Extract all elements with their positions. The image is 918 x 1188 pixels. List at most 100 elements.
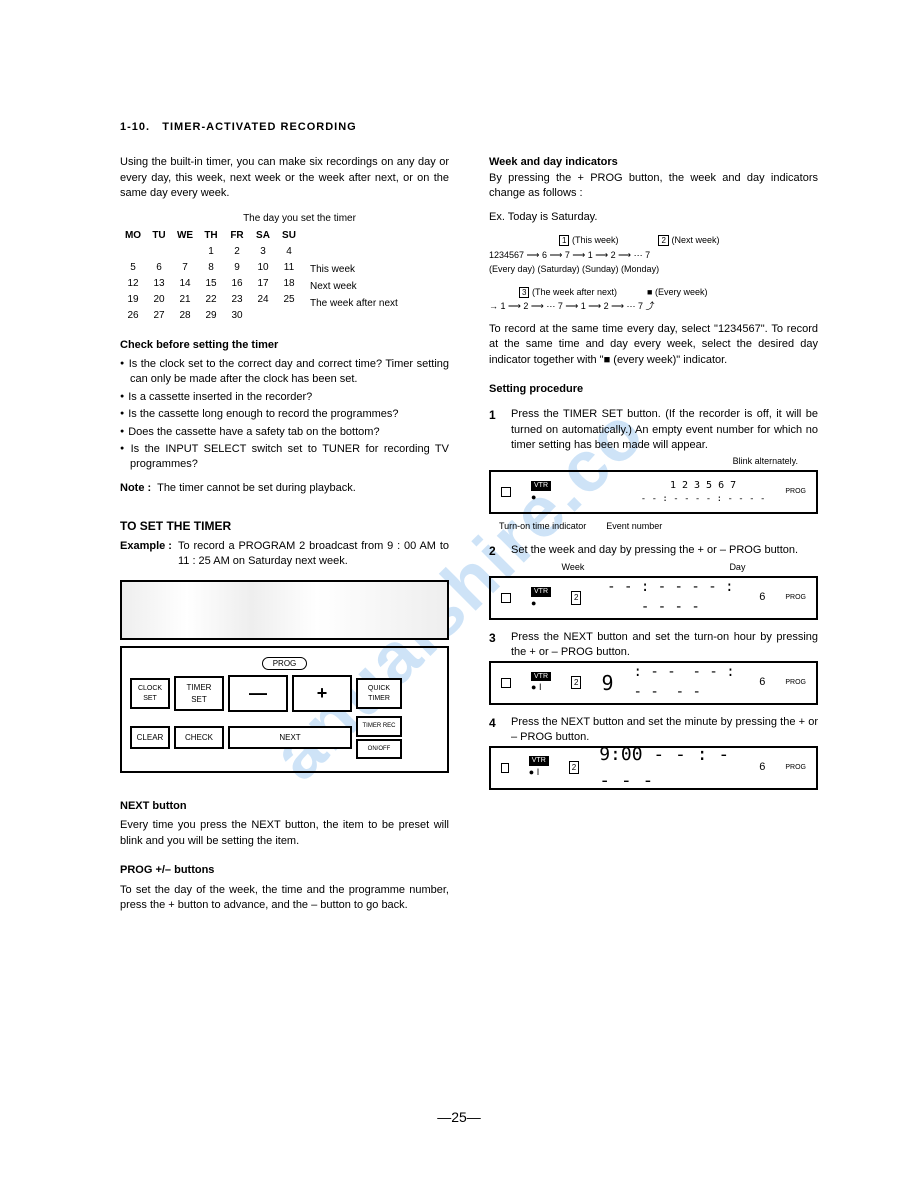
- cal-cell: 9: [224, 260, 250, 276]
- flow-diagram-2: 3 (The week after next) ■ (Every week) →…: [489, 285, 818, 314]
- hour-digit: 9: [601, 669, 613, 697]
- cal-day-header: MO: [120, 228, 146, 244]
- prog-button[interactable]: PROG: [262, 657, 308, 670]
- cal-cell: 25: [276, 292, 302, 308]
- cal-cell: 10: [250, 260, 276, 276]
- flow-label: (This week): [572, 235, 619, 245]
- vtr-badge: VTR: [531, 481, 551, 491]
- plus-button[interactable]: +: [292, 675, 352, 712]
- turnon-label: Turn-on time indicator: [499, 520, 586, 533]
- cal-cell: 2: [224, 244, 250, 260]
- cal-cell: 3: [250, 244, 276, 260]
- cal-day-header: FR: [224, 228, 250, 244]
- check-heading: Check before setting the timer: [120, 338, 449, 353]
- week-indicator: 2: [569, 761, 579, 774]
- flow-diagram-1: 1 (This week) 2 (Next week) 1234567 ⟶ 6 …: [489, 233, 818, 277]
- timer-set-button[interactable]: TIMER SET: [174, 676, 224, 710]
- cal-row-label: This week: [310, 262, 398, 279]
- cal-cell: [172, 244, 198, 260]
- cal-row-label: Next week: [310, 279, 398, 296]
- clock-set-button[interactable]: CLOCK SET: [130, 678, 170, 710]
- section-number: 1-10.: [120, 121, 150, 133]
- square-icon: [501, 763, 509, 773]
- vtr-badge: VTR: [531, 587, 551, 597]
- cal-cell: 30: [224, 308, 250, 324]
- cal-cell: 18: [276, 276, 302, 292]
- time-row: - - : - - - - : - - - -: [601, 578, 739, 617]
- control-panel-illustration: PROG CLOCK SET TIMER SET — + QUICK TIMER…: [120, 646, 449, 773]
- step-text: Press the NEXT button and set the turn-o…: [511, 630, 818, 661]
- example-text: To record a PROGRAM 2 broadcast from 9 :…: [178, 539, 449, 570]
- cal-cell: 28: [172, 308, 198, 324]
- blink-label: Blink alternately.: [489, 455, 798, 468]
- step-text: Press the NEXT button and set the minute…: [511, 715, 818, 746]
- next-button[interactable]: NEXT: [228, 726, 352, 749]
- cal-cell: 14: [172, 276, 198, 292]
- cal-cell: 12: [120, 276, 146, 292]
- week-example: Ex. Today is Saturday.: [489, 210, 818, 225]
- cal-cell: 22: [198, 292, 224, 308]
- check-button[interactable]: CHECK: [174, 726, 224, 749]
- onoff-button[interactable]: ON/OFF: [356, 739, 402, 759]
- check-item: Is the clock set to the correct day and …: [120, 357, 449, 388]
- step-number: 3: [489, 630, 503, 661]
- cal-cell: 21: [172, 292, 198, 308]
- section-title-text: TIMER-ACTIVATED RECORDING: [162, 121, 356, 133]
- flow-label: (Every week): [655, 287, 708, 297]
- vtr-badge: VTR: [529, 756, 549, 766]
- step-number: 2: [489, 543, 503, 560]
- digit-row: 1 2 3 5 6 7: [641, 479, 766, 493]
- example-label: Example :: [120, 539, 172, 570]
- cal-cell: 17: [250, 276, 276, 292]
- procedure-heading: Setting procedure: [489, 382, 818, 397]
- calendar-block: The day you set the timer MO TU WE TH FR…: [120, 212, 449, 324]
- display-panel-4: VTR ● I 2 9:00 - - : - - - - 6 PROG: [489, 746, 818, 790]
- step-number: 1: [489, 407, 503, 453]
- cal-cell: 6: [146, 260, 172, 276]
- cal-day-header: WE: [172, 228, 198, 244]
- to-set-heading: TO SET THE TIMER: [120, 518, 449, 535]
- cal-cell: 4: [276, 244, 302, 260]
- minus-button[interactable]: —: [228, 675, 288, 712]
- time-row: : - - - - : - - - -: [634, 663, 740, 702]
- cal-day-header: TH: [198, 228, 224, 244]
- cal-cell: [120, 244, 146, 260]
- cal-cell: 19: [120, 292, 146, 308]
- cal-cell: 29: [198, 308, 224, 324]
- prog-buttons-text: To set the day of the week, the time and…: [120, 883, 449, 914]
- day-indicator: 6: [759, 590, 765, 605]
- cal-cell: 20: [146, 292, 172, 308]
- cal-row-label: The week after next: [310, 296, 398, 313]
- cal-cell: 5: [120, 260, 146, 276]
- calendar-table: MO TU WE TH FR SA SU 1: [120, 228, 302, 324]
- display-panel-1: VTR ● 1 2 3 5 6 7 - - : - - - - : - - - …: [489, 470, 818, 514]
- week-heading: Week and day indicators: [489, 155, 818, 170]
- time-digits: 9:00 - - : - - - -: [599, 742, 739, 792]
- check-item: Is the INPUT SELECT switch set to TUNER …: [120, 442, 449, 473]
- prog-label: PROG: [785, 678, 806, 688]
- day-indicator: 6: [759, 675, 765, 690]
- cal-cell: 1: [198, 244, 224, 260]
- flow-sub: (Every day) (Saturday) (Sunday) (Monday): [489, 262, 818, 276]
- cal-cell: 7: [172, 260, 198, 276]
- prog-label: PROG: [785, 593, 806, 603]
- day-indicator: 6: [759, 760, 765, 775]
- timer-rec-button[interactable]: TIMER REC: [356, 716, 402, 736]
- week-label: Week: [562, 561, 585, 574]
- cal-cell: [250, 308, 276, 324]
- calendar-caption: The day you set the timer: [150, 212, 449, 226]
- cal-cell: 13: [146, 276, 172, 292]
- next-button-text: Every time you press the NEXT button, th…: [120, 818, 449, 849]
- flow-label: (Next week): [671, 235, 719, 245]
- event-label: Event number: [606, 520, 662, 533]
- page-number: —25—: [437, 1108, 481, 1128]
- check-item: Is a cassette inserted in the recorder?: [120, 390, 449, 405]
- clear-button[interactable]: CLEAR: [130, 726, 170, 749]
- section-heading: 1-10. TIMER-ACTIVATED RECORDING: [120, 120, 818, 135]
- cal-cell: 8: [198, 260, 224, 276]
- quick-timer-button[interactable]: QUICK TIMER: [356, 678, 402, 710]
- cal-day-header: TU: [146, 228, 172, 244]
- note-text: The timer cannot be set during playback.: [157, 482, 356, 494]
- flow-label: (The week after next): [532, 287, 617, 297]
- step-text: Press the TIMER SET button. (If the reco…: [511, 407, 818, 453]
